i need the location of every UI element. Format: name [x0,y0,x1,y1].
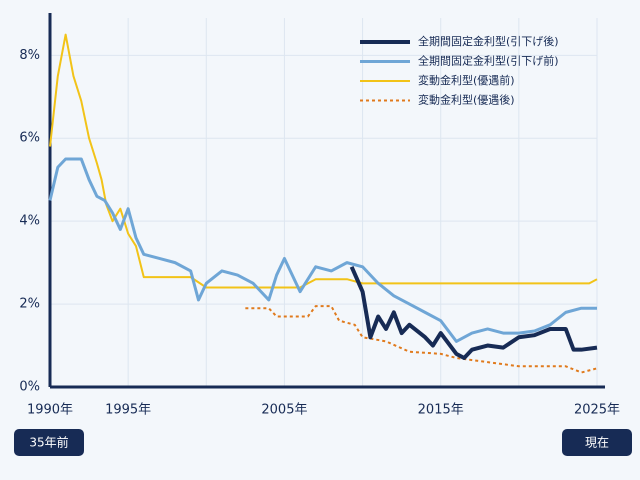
badge-start [14,429,84,456]
badge-now [562,429,632,456]
series-line [245,305,598,374]
legend-label: 全期間固定金利型(引下げ前) [418,54,559,68]
y-tick-label: 6% [19,131,40,146]
x-tick-label: 2025年 [574,403,620,418]
x-tick-label: 1990年 [27,403,73,418]
series-line [48,157,597,343]
annotation: 現在 [585,436,609,450]
x-tick-label: 2015年 [418,403,464,418]
y-tick-label: 4% [19,214,40,229]
x-tick-label: 1995年 [105,403,151,418]
legend-label: 全期間固定金利型(引下げ後) [418,34,559,48]
annotation: 35年前 [29,435,68,450]
legend-label: 変動金利型(優遇前) [418,73,515,87]
y-tick-label: 8% [19,48,40,63]
legend-label: 変動金利型(優遇後) [418,93,515,107]
series-line [349,265,598,360]
y-tick-label: 0% [19,380,40,395]
y-tick-label: 2% [19,297,40,312]
x-tick-label: 2005年 [261,403,307,418]
